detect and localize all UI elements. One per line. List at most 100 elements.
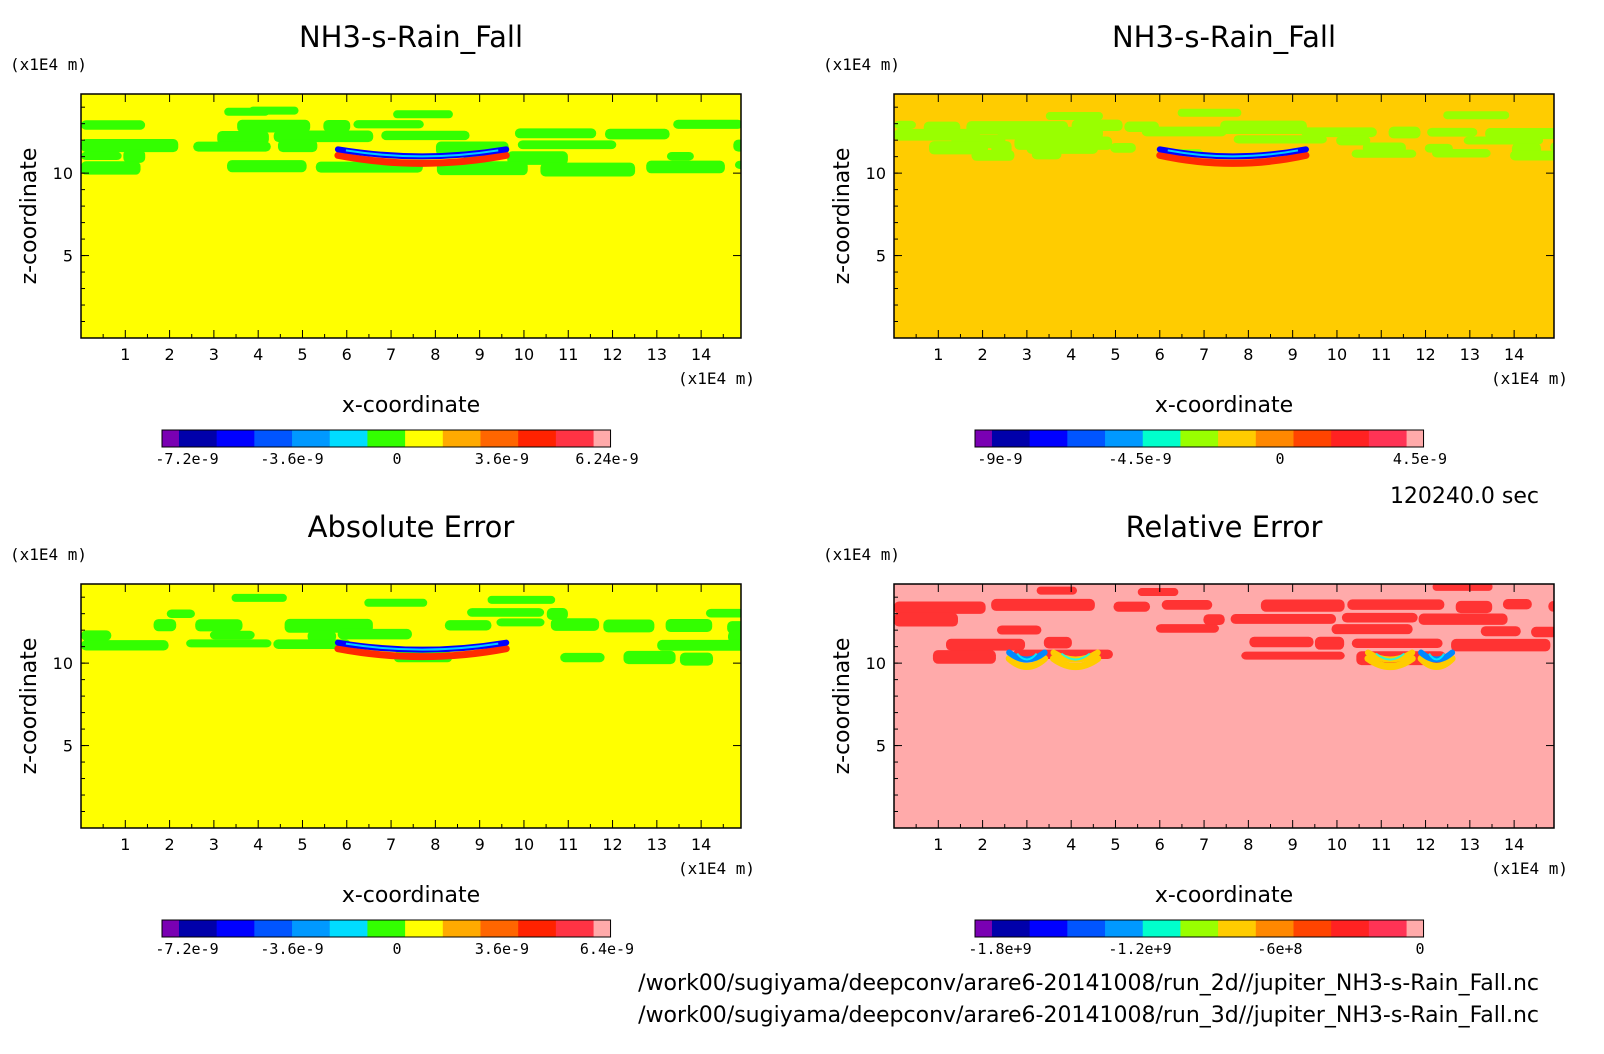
x-tick-label: 1 <box>120 345 130 364</box>
anomaly-blob <box>894 601 986 614</box>
anomaly-blob <box>1155 624 1219 633</box>
colorbar-swatch <box>991 920 1031 937</box>
colorbar-swatch <box>442 430 481 447</box>
colorbar-swatch <box>1218 920 1257 937</box>
anomaly-blob <box>1550 142 1554 153</box>
colorbar-label: -6e+8 <box>1257 940 1302 958</box>
anomaly-blob <box>273 130 374 143</box>
colorbar-swatch <box>254 920 293 937</box>
z-tick-label: 5 <box>876 737 886 756</box>
colorbar-swatch <box>1331 920 1370 937</box>
x-tick-label: 13 <box>1460 345 1480 364</box>
colorbar-swatch <box>975 430 993 447</box>
anomaly-blob <box>1432 149 1491 158</box>
feature-core-1 <box>345 642 499 651</box>
anomaly-blob <box>496 618 545 627</box>
anomaly-blob <box>1260 599 1345 612</box>
colorbar-label: 4.5e-9 <box>1393 450 1447 468</box>
anomaly-blob <box>1031 150 1062 160</box>
anomaly-blob <box>1314 636 1345 650</box>
x-tick-label: 10 <box>514 835 534 854</box>
x-tick-label: 6 <box>1155 835 1165 854</box>
x-tick-label: 6 <box>342 835 352 854</box>
colorbar-swatch <box>162 920 180 937</box>
anomaly-blob <box>996 625 1042 635</box>
anomaly-blob <box>546 608 568 620</box>
x-tick-label: 2 <box>977 835 987 854</box>
colorbar-frame <box>161 919 612 938</box>
anomaly-blob <box>1451 638 1551 652</box>
colorbar-label: -4.5e-9 <box>1108 450 1171 468</box>
field-layer <box>894 108 1554 167</box>
colorbar-swatch <box>367 920 406 937</box>
z-unit-label: (x1E4 m) <box>823 545 900 564</box>
colorbar-swatch <box>1180 920 1219 937</box>
x-tick-label: 8 <box>430 345 440 364</box>
colorbar-swatch <box>1293 920 1332 937</box>
anomaly-blob <box>337 628 412 640</box>
anomaly-blob <box>1351 149 1417 158</box>
x-tick-label: 13 <box>647 345 667 364</box>
colorbar-frame <box>974 919 1425 938</box>
anomaly-blob <box>1301 127 1377 138</box>
x-unit-label: (x1E4 m) <box>678 369 755 388</box>
anomaly-blob <box>894 120 916 129</box>
chart-title: Absolute Error <box>308 510 515 544</box>
colorbar-swatch <box>991 430 1031 447</box>
x-tick-label: 3 <box>1022 835 1032 854</box>
colorbar-label: -7.2e-9 <box>155 450 218 468</box>
colorbar-swatch <box>480 430 519 447</box>
colorbar-swatch <box>1218 430 1257 447</box>
chart-panel-2: NH3-s-Rain_Fall(x1E4 m)1 2 3 4 5 6 7 8 9 10 11 12 13… <box>823 20 1568 468</box>
x-tick-label: 9 <box>1288 345 1298 364</box>
colorbar-label: 3.6e-9 <box>475 940 529 958</box>
z-tick-label: 10 <box>866 654 886 673</box>
z-tick-label: 5 <box>63 247 73 266</box>
anomaly-blob <box>1331 624 1413 635</box>
anomaly-blob <box>217 130 269 145</box>
anomaly-blob <box>540 162 636 177</box>
chart-panel-1: NH3-s-Rain_Fall(x1E4 m)1 2 3 4 5 6 7 8 9 10 11 12 13… <box>10 20 755 468</box>
anomaly-blob <box>353 120 424 129</box>
anomaly-blob <box>1249 636 1314 648</box>
anomaly-blob <box>381 130 470 141</box>
feature-core-1 <box>1016 652 1038 661</box>
x-tick-label: 7 <box>386 835 396 854</box>
x-tick-label: 12 <box>602 345 622 364</box>
z-axis-label: z-coordinate <box>830 638 855 775</box>
anomaly-blob <box>1233 135 1327 144</box>
anomaly-blob <box>1388 126 1421 139</box>
anomaly-blob <box>1241 651 1345 660</box>
x-tick-label: 12 <box>1415 835 1435 854</box>
anomaly-blob <box>646 160 725 174</box>
x-tick-label: 1 <box>933 835 943 854</box>
field-layer <box>81 593 741 666</box>
anomaly-blob <box>733 139 741 152</box>
anomaly-blob <box>1110 142 1136 153</box>
x-unit-label: (x1E4 m) <box>1491 369 1568 388</box>
anomaly-blob <box>227 160 307 173</box>
x-tick-label: 4 <box>253 835 263 854</box>
colorbar-swatch <box>329 920 368 937</box>
anomaly-blob <box>550 618 600 631</box>
colorbar-swatch <box>1293 430 1332 447</box>
feature-positive-2 <box>1049 655 1102 671</box>
anomaly-blob <box>1230 613 1337 624</box>
x-tick-label: 4 <box>253 345 263 364</box>
x-tick-label: 6 <box>1155 345 1165 364</box>
x-tick-label: 8 <box>1243 345 1253 364</box>
anomaly-blob <box>623 650 676 665</box>
anomaly-blob <box>123 149 146 163</box>
anomaly-blob <box>1485 127 1554 140</box>
x-tick-label: 10 <box>1327 835 1347 854</box>
anomaly-blob <box>734 160 741 170</box>
z-unit-label: (x1E4 m) <box>10 545 87 564</box>
x-axis-label: x-coordinate <box>342 393 480 418</box>
x-tick-label: 9 <box>1288 835 1298 854</box>
colorbar-label: -7.2e-9 <box>155 940 218 958</box>
anomaly-blob <box>705 608 741 618</box>
colorbar-label: 0 <box>1275 450 1284 468</box>
anomaly-blob <box>673 119 741 129</box>
anomaly-blob <box>193 141 271 152</box>
feature-core-4 <box>1428 652 1445 661</box>
